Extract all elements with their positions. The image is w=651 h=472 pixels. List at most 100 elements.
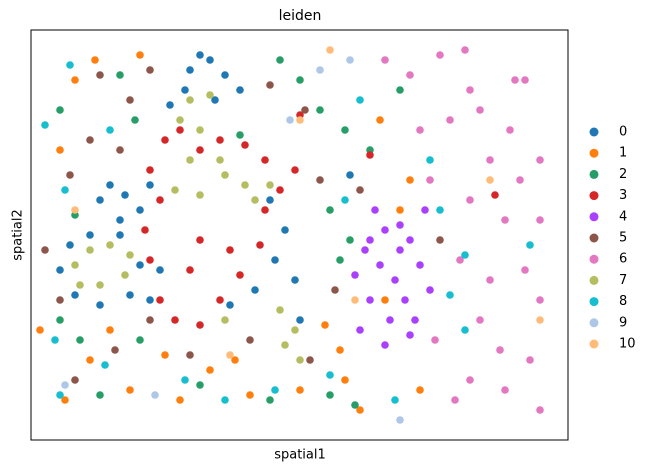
legend-marker	[589, 275, 599, 285]
point	[291, 166, 299, 174]
point	[381, 341, 389, 349]
point	[376, 261, 384, 269]
point	[86, 231, 94, 239]
point	[146, 181, 154, 189]
legend-marker	[589, 127, 599, 137]
point	[131, 116, 139, 124]
point	[121, 191, 129, 199]
point	[56, 146, 64, 154]
point	[111, 346, 119, 354]
point	[196, 236, 204, 244]
point	[406, 331, 414, 339]
point	[296, 356, 304, 364]
point	[181, 376, 189, 384]
point	[96, 391, 104, 399]
point	[306, 356, 314, 364]
point	[426, 156, 434, 164]
point	[536, 406, 544, 414]
point	[161, 351, 169, 359]
point	[56, 391, 64, 399]
point	[356, 96, 364, 104]
point	[361, 246, 369, 254]
point	[226, 301, 234, 309]
point	[396, 416, 404, 424]
point	[396, 86, 404, 94]
point	[71, 291, 79, 299]
point	[351, 271, 359, 279]
point	[56, 296, 64, 304]
point	[71, 206, 79, 214]
point	[391, 276, 399, 284]
point	[196, 146, 204, 154]
point	[121, 271, 129, 279]
point	[501, 216, 509, 224]
legend-label: 6	[619, 252, 627, 267]
point	[286, 116, 294, 124]
point	[186, 266, 194, 274]
legend-marker	[589, 148, 599, 158]
point	[221, 316, 229, 324]
point	[276, 56, 284, 64]
point	[71, 261, 79, 269]
point	[371, 206, 379, 214]
point	[251, 286, 259, 294]
point	[196, 191, 204, 199]
point	[381, 226, 389, 234]
legend-marker	[589, 339, 599, 349]
point	[226, 351, 234, 359]
legend-label: 1	[619, 146, 627, 161]
point	[171, 316, 179, 324]
legend-marker	[589, 318, 599, 328]
point	[466, 376, 474, 384]
point	[246, 391, 254, 399]
point	[51, 336, 59, 344]
point	[466, 196, 474, 204]
point	[431, 336, 439, 344]
point	[486, 276, 494, 284]
point	[221, 171, 229, 179]
point	[356, 186, 364, 194]
point	[71, 376, 79, 384]
point	[186, 96, 194, 104]
point	[186, 66, 194, 74]
point	[386, 316, 394, 324]
point	[176, 116, 184, 124]
point	[491, 191, 499, 199]
point	[416, 261, 424, 269]
x-axis-label: spatial1	[274, 448, 326, 463]
point	[96, 196, 104, 204]
point	[141, 226, 149, 234]
point	[101, 361, 109, 369]
point	[416, 126, 424, 134]
point	[211, 96, 219, 104]
point	[86, 136, 94, 144]
point	[106, 241, 114, 249]
point	[316, 176, 324, 184]
point	[511, 76, 519, 84]
legend-label: 9	[619, 315, 627, 330]
legend-label: 5	[619, 231, 627, 246]
point	[391, 396, 399, 404]
point	[401, 296, 409, 304]
point	[521, 266, 529, 274]
point	[266, 181, 274, 189]
point	[146, 66, 154, 74]
point	[281, 341, 289, 349]
point	[346, 56, 354, 64]
point	[536, 296, 544, 304]
point	[186, 351, 194, 359]
point	[196, 381, 204, 389]
legend-label: 7	[619, 273, 627, 288]
point	[71, 76, 79, 84]
point	[226, 246, 234, 254]
point	[346, 171, 354, 179]
point	[76, 281, 84, 289]
point	[96, 301, 104, 309]
point	[496, 346, 504, 354]
point	[366, 296, 374, 304]
point	[336, 346, 344, 354]
point	[106, 126, 114, 134]
point	[276, 306, 284, 314]
legend-marker	[589, 169, 599, 179]
point	[381, 56, 389, 64]
